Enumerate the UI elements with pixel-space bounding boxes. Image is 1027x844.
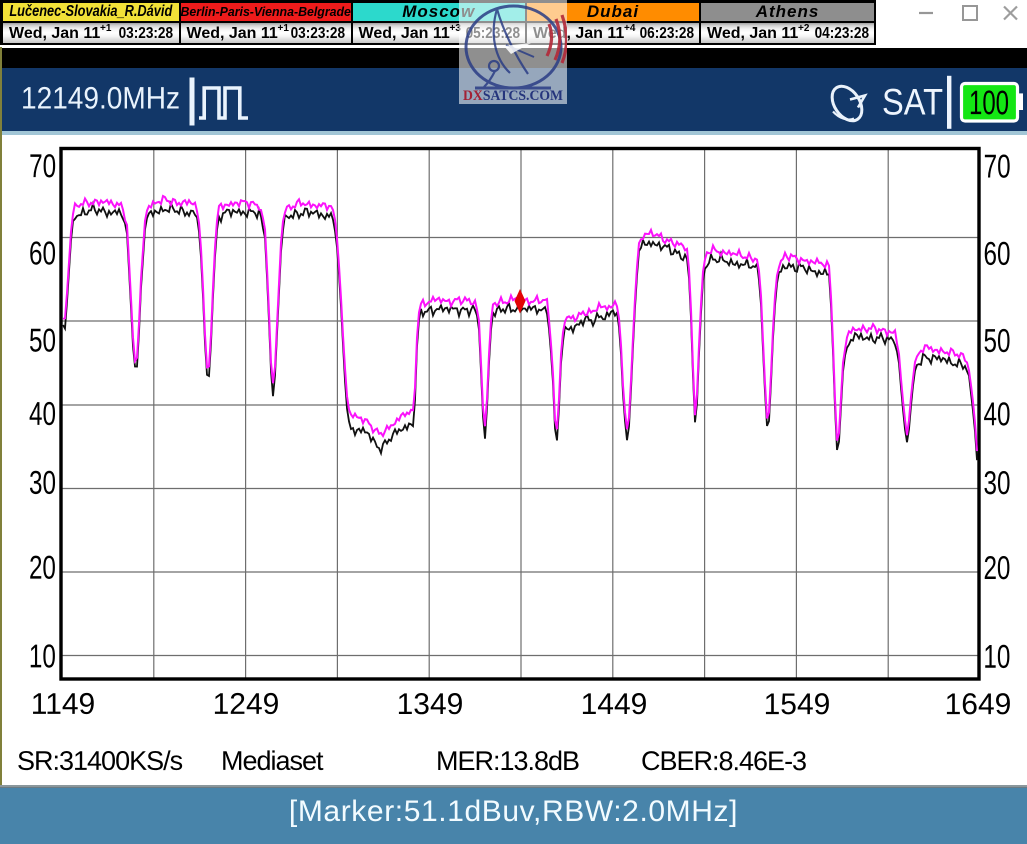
svg-text:10: 10 xyxy=(983,638,1010,675)
svg-text:1449: 1449 xyxy=(581,688,648,721)
svg-text:1549: 1549 xyxy=(764,688,831,721)
svg-text:60: 60 xyxy=(29,234,56,271)
svg-text:50: 50 xyxy=(29,322,56,359)
svg-text:40: 40 xyxy=(983,395,1010,432)
svg-text:DXSATCS.COM: DXSATCS.COM xyxy=(463,88,563,104)
svg-text:100: 100 xyxy=(969,84,1009,122)
svg-text:70: 70 xyxy=(29,147,56,184)
svg-text:10: 10 xyxy=(29,637,56,674)
svg-text:1249: 1249 xyxy=(213,688,280,721)
svg-text:1649: 1649 xyxy=(945,688,1012,721)
svg-text:MER:13.8dB: MER:13.8dB xyxy=(436,746,579,776)
svg-text:20: 20 xyxy=(983,549,1010,586)
svg-text:12149.0MHz: 12149.0MHz xyxy=(21,80,180,115)
svg-text:50: 50 xyxy=(984,322,1011,359)
svg-text:30: 30 xyxy=(983,464,1010,501)
svg-text:60: 60 xyxy=(984,235,1011,272)
svg-text:SR:31400KS/s: SR:31400KS/s xyxy=(17,746,183,776)
svg-text:1349: 1349 xyxy=(397,688,464,721)
svg-text:SAT: SAT xyxy=(882,81,943,122)
svg-text:30: 30 xyxy=(29,464,56,501)
svg-text:20: 20 xyxy=(29,549,56,586)
svg-text:40: 40 xyxy=(29,395,56,432)
svg-text:Mediaset: Mediaset xyxy=(221,746,324,776)
svg-text:1149: 1149 xyxy=(31,688,96,721)
svg-text:70: 70 xyxy=(984,147,1011,184)
svg-text:CBER:8.46E-3: CBER:8.46E-3 xyxy=(641,746,806,776)
